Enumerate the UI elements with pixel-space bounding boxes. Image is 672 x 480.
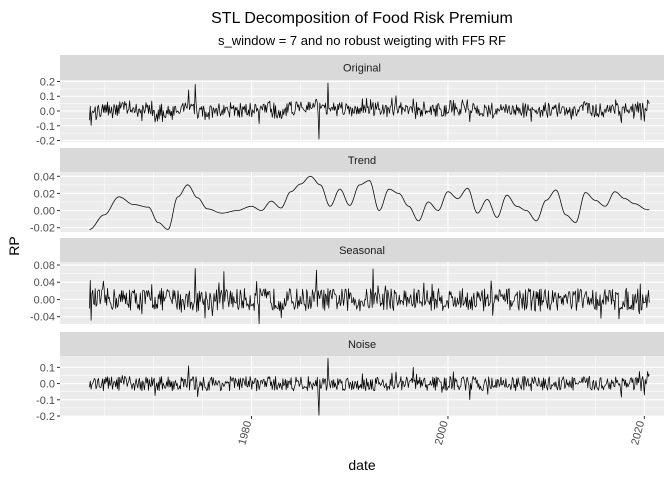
y-tick-label: 0.1 — [40, 362, 55, 374]
chart-subtitle: s_window = 7 and no robust weigting with… — [218, 33, 506, 48]
y-tick-label: -0.1 — [36, 395, 55, 407]
facet-panel-original: Original -0.2 -0.1 0.0 0.1 0.2 — [36, 55, 664, 148]
y-tick-label: 0.08 — [34, 260, 55, 272]
facet-strip — [60, 148, 664, 172]
y-tick-label: -0.1 — [36, 121, 55, 133]
facet-strip — [60, 238, 664, 262]
y-tick-label: 0.2 — [40, 76, 55, 88]
y-tick-label: 0.02 — [34, 188, 55, 200]
x-tick-label: 2020 — [629, 420, 647, 447]
y-tick-label: -0.04 — [30, 312, 55, 324]
y-tick-label: 0.1 — [40, 91, 55, 103]
y-tick-label: -0.2 — [36, 411, 55, 423]
facet-strip-label: Seasonal — [339, 245, 385, 257]
gridlines — [60, 172, 664, 232]
y-tick-label: 0.00 — [34, 206, 55, 218]
facet-strip-label: Original — [343, 63, 381, 75]
series-line-original — [89, 82, 650, 140]
facet-panel-trend: Trend -0.02 0.00 0.02 0.04 — [30, 148, 664, 235]
facet-panel-noise: Noise -0.2 -0.1 0.0 0.1 — [36, 332, 664, 423]
series-line-noise — [89, 358, 650, 416]
chart-title: STL Decomposition of Food Risk Premium — [211, 10, 513, 27]
y-tick-label: 0.04 — [34, 171, 55, 183]
y-tick-label: 0.00 — [34, 294, 55, 306]
facet-panel-seasonal: Seasonal -0.04 0.00 0.04 0.08 — [30, 238, 664, 324]
y-tick-label: -0.2 — [36, 136, 55, 148]
facet-panels: Original -0.2 -0.1 0.0 0.1 0.2 Trend -0.02 0.00 0… — [30, 55, 664, 423]
series-line-seasonal — [89, 268, 650, 324]
x-tick-label: 1980 — [236, 420, 254, 447]
facet-strip — [60, 55, 664, 80]
x-tick-label: 2000 — [433, 420, 451, 447]
series-line-trend — [89, 175, 650, 230]
gridlines — [60, 356, 664, 417]
facet-strip-label: Trend — [348, 155, 376, 167]
facet-strip-label: Noise — [348, 339, 376, 351]
facet-strip — [60, 332, 664, 356]
panel-background — [60, 262, 664, 324]
y-axis-title: RP — [6, 236, 22, 255]
y-tick-label: -0.02 — [30, 223, 55, 235]
x-axis-title: date — [348, 457, 375, 473]
x-axis: 1980 2000 2020 — [236, 416, 647, 446]
y-tick-label: 0.04 — [34, 277, 55, 289]
y-tick-label: 0.0 — [40, 106, 55, 118]
y-tick-label: 0.0 — [40, 379, 55, 391]
